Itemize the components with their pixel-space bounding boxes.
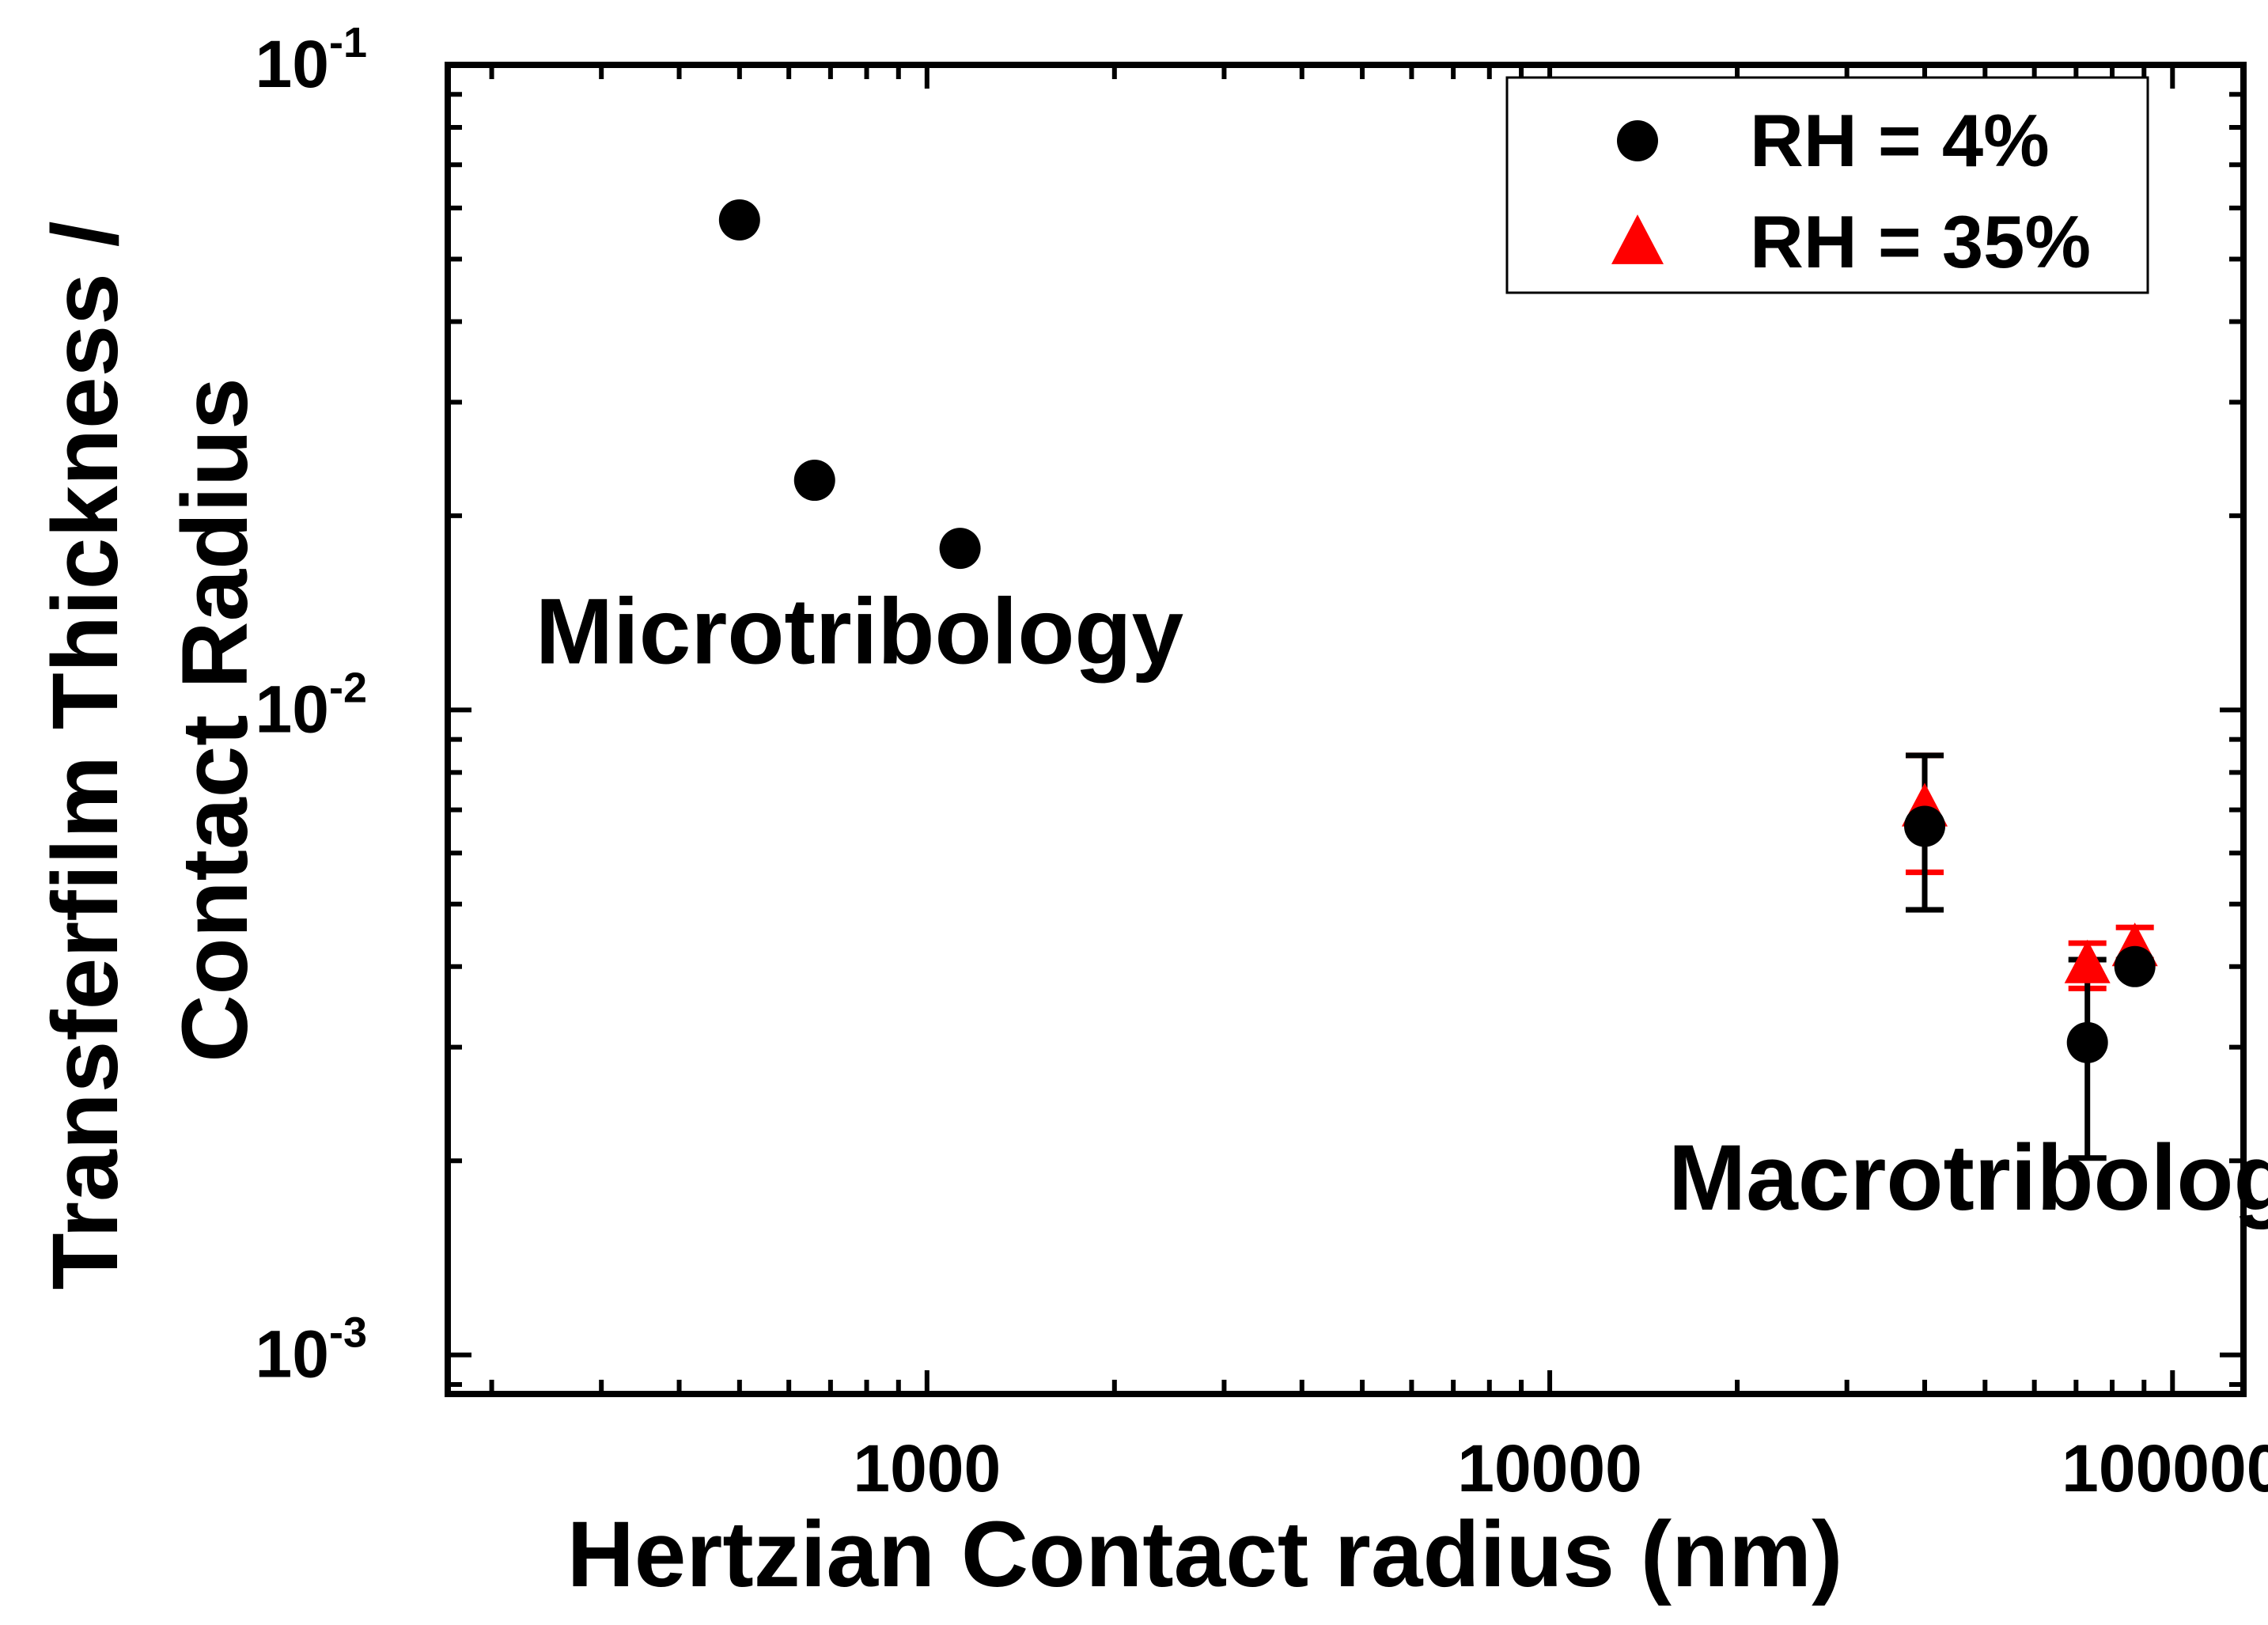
y-axis-label: Transferfilm Thickness / Contact Radius [33,222,267,1290]
x-tick-labels: 1000 10000 100000 [853,1431,2268,1506]
data-point-triangle [2064,939,2111,983]
error-bars [1906,752,2154,1161]
legend-box [1505,76,2149,294]
data-point-circle [2114,945,2156,987]
legend: RH = 4% RH = 35% [1505,76,2149,294]
y-axis-label-line-1: Transferfilm Thickness / [33,222,138,1290]
legend-marker-circle [1617,120,1658,161]
x-axis-label: Hertzian Contact radius (nm) [567,1502,1843,1607]
data-point-circle [2066,1021,2108,1063]
data-point-circle [1904,805,1946,847]
x-tick-label: 100000 [2062,1431,2268,1506]
plot-frame [445,62,2247,1397]
data-markers [718,199,2158,1063]
data-point-circle [793,460,835,502]
annotations: Microtribology Macrotribology [536,580,2268,1230]
data-point-circle [718,199,760,241]
legend-label: RH = 4% [1750,99,2050,182]
annotation-label: Macrotribology [1668,1126,2268,1230]
legend-label: RH = 35% [1750,200,2091,283]
y-tick-label: 10-3 [256,1309,367,1392]
y-tick-label: 10-1 [256,19,367,101]
y-tick-label: 10-2 [256,664,367,746]
data-point-circle [939,528,981,570]
legend-marker-triangle [1611,214,1664,264]
x-tick-label: 1000 [853,1431,1001,1506]
legend-entries: RH = 4% RH = 35% [1611,99,2091,283]
annotation-label: Microtribology [536,580,1183,684]
y-axis-label-line-2: Contact Radius [163,377,267,1062]
x-tick-label: 10000 [1457,1431,1642,1506]
y-tick-labels: 10-3 10-2 10-1 [256,19,367,1392]
